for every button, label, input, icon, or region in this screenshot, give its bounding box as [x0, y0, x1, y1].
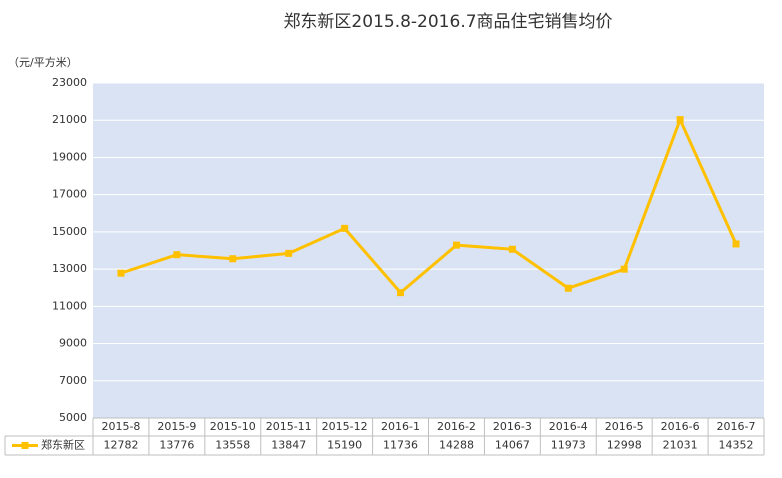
marker [341, 224, 349, 232]
y-tick-label: 23000 [52, 76, 87, 89]
table-value: 14352 [719, 439, 754, 452]
y-tick-label: 9000 [59, 337, 87, 350]
x-tick-label: 2016-4 [549, 420, 588, 433]
x-tick-label: 2015-10 [210, 420, 256, 433]
marker [397, 289, 405, 297]
marker [452, 241, 460, 249]
y-axis-label: （元/平方米） [8, 55, 78, 69]
table-value: 13558 [215, 439, 250, 452]
marker [173, 251, 181, 259]
plot-area [93, 83, 764, 418]
series-line [120, 118, 738, 295]
x-tick-label: 2015-11 [266, 420, 312, 433]
table-value: 14288 [439, 439, 474, 452]
marker [508, 245, 516, 253]
y-tick-label: 5000 [59, 411, 87, 424]
y-tick-label: 7000 [59, 374, 87, 387]
table-value: 11973 [551, 439, 586, 452]
table-value: 12782 [103, 439, 138, 452]
legend-marker [21, 442, 29, 449]
x-tick-label: 2015-9 [157, 420, 196, 433]
x-tick-label: 2016-2 [437, 420, 476, 433]
y-tick-label: 21000 [52, 113, 87, 126]
marker [117, 269, 125, 277]
y-tick-label: 19000 [52, 150, 87, 163]
table-value: 21031 [663, 439, 698, 452]
marker [285, 249, 293, 257]
table-value: 11736 [383, 439, 418, 452]
table-value: 13776 [159, 439, 194, 452]
y-tick-label: 13000 [52, 262, 87, 275]
x-tick-label: 2015-8 [101, 420, 140, 433]
y-tick-label: 17000 [52, 188, 87, 201]
marker [732, 240, 740, 248]
x-tick-label: 2015-12 [322, 420, 368, 433]
y-tick-label: 15000 [52, 225, 87, 238]
marker [229, 255, 237, 263]
x-tick-label: 2016-6 [661, 420, 700, 433]
table-value: 12998 [607, 439, 642, 452]
table-value: 15190 [327, 439, 362, 452]
marker [620, 265, 628, 273]
table-value: 14067 [495, 439, 530, 452]
legend-label: 郑东新区 [41, 438, 85, 452]
chart-title: 郑东新区2015.8-2016.7商品住宅销售均价 [283, 12, 612, 32]
x-tick-label: 2016-3 [493, 420, 532, 433]
marker [676, 116, 684, 124]
x-tick-label: 2016-7 [717, 420, 756, 433]
x-tick-label: 2016-5 [605, 420, 644, 433]
y-tick-label: 11000 [52, 299, 87, 312]
marker [564, 284, 572, 292]
table-value: 13847 [271, 439, 306, 452]
x-tick-label: 2016-1 [381, 420, 420, 433]
